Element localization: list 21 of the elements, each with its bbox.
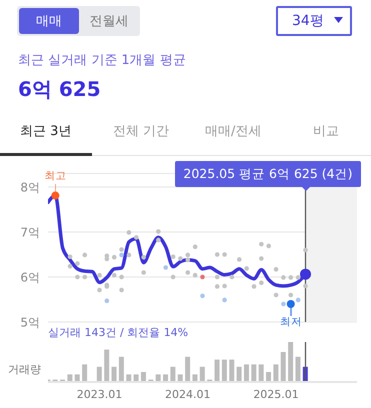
text: 매매/전세 (205, 123, 262, 140)
text: 최근 실거래 기준 1개월 평균 (18, 52, 186, 69)
annotation: 최저 (278, 315, 303, 329)
text: 실거래 143건 / 회전율 14% (48, 325, 188, 340)
text: 최근 3년 (20, 123, 72, 140)
annotation: 최고 (44, 170, 66, 182)
x-tick-label: 2024.01 (165, 388, 211, 401)
y-axis-title: 거래량 (8, 362, 41, 377)
text: 전월세 (88, 13, 130, 31)
text: 34평 (276, 6, 352, 36)
text: 전체 기간 (113, 123, 170, 140)
x-tick-label: 2025.01 (253, 388, 299, 401)
text: 매매 (19, 8, 79, 34)
y-tick-label: 5억 (20, 315, 40, 330)
y-tick-label: 7억 (20, 225, 40, 240)
text: 6억 625 (18, 76, 101, 103)
annotation: 2025.05 평균 6억 625 (4건) (175, 161, 360, 187)
text: 비교 (313, 123, 339, 140)
x-tick-label: 2023.01 (76, 388, 122, 401)
y-tick-label: 8억 (20, 180, 40, 194)
y-tick-label: 6억 (20, 270, 40, 284)
